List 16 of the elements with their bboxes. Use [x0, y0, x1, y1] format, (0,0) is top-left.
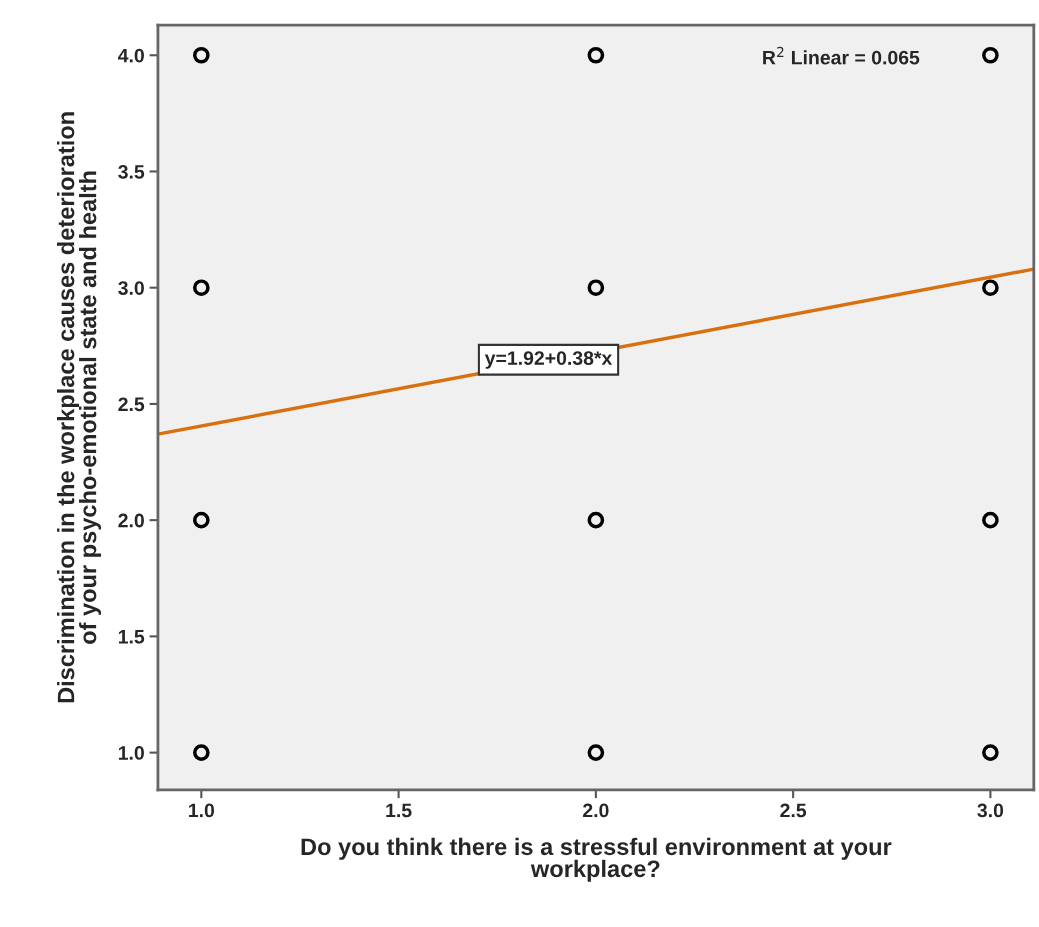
x-tick-label: 1.5	[386, 803, 412, 818]
y-axis-title: Discrimination in the workplace causes deterioration of your psycho-emotional state and health	[57, 112, 102, 703]
y-tick-label: 3.5	[118, 164, 145, 179]
y-tick-label: 2.0	[118, 513, 144, 528]
x-tick-label: 2.5	[780, 803, 807, 818]
x-tick-label: 2.0	[583, 803, 609, 818]
annotation: R$^{2}$ Linear = 0.065	[763, 46, 920, 65]
x-tick-label: 3.0	[977, 803, 1004, 818]
y-tick-label: 1.0	[118, 746, 144, 760]
y-tick-label: 4.0	[118, 48, 144, 63]
y-tick-label: 1.5	[118, 630, 145, 644]
annotation: y=1.92+0.38*x	[484, 351, 613, 369]
x-tick-label: 1.0	[189, 803, 215, 818]
y-tick-label: 3.0	[118, 281, 144, 295]
y-tick-label: 2.5	[118, 397, 145, 412]
x-axis-title: Do you think there is a stressful environment at your workplace?	[301, 837, 892, 882]
